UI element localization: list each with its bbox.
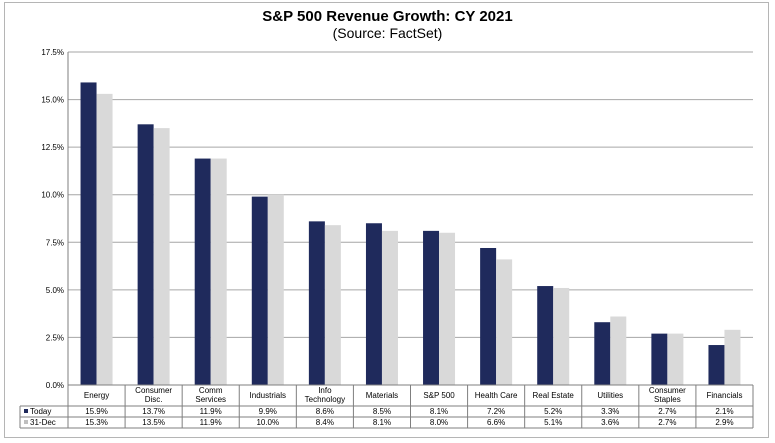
bar-31-dec — [381, 230, 398, 385]
data-table-value: 13.7% — [142, 407, 165, 416]
category-label: Technology — [305, 395, 345, 404]
bar-31-dec — [267, 194, 284, 385]
data-table-value: 10.0% — [256, 418, 279, 427]
category-label: Staples — [654, 395, 681, 404]
category-label: Comm — [199, 386, 223, 395]
legend-key-31-dec — [24, 420, 28, 424]
bar-today — [594, 322, 611, 385]
bar-today — [480, 247, 497, 385]
legend-label: 31-Dec — [30, 418, 56, 427]
data-table-value: 11.9% — [200, 407, 222, 416]
category-label: Financials — [706, 391, 742, 400]
chart-subtitle: (Source: FactSet) — [332, 25, 443, 41]
data-table-value: 2.7% — [658, 418, 676, 427]
data-table-value: 15.3% — [85, 418, 108, 427]
bar-today — [194, 158, 211, 385]
data-table-value: 8.0% — [430, 418, 448, 427]
bar-today — [423, 230, 440, 385]
bar-31-dec — [496, 259, 513, 385]
data-table-value: 15.9% — [85, 407, 108, 416]
bar-today — [708, 345, 725, 385]
data-table-value: 3.6% — [601, 418, 619, 427]
data-table-value: 2.7% — [658, 407, 676, 416]
gridlines — [68, 51, 753, 338]
data-table-value: 6.6% — [487, 418, 505, 427]
bar-today — [308, 221, 325, 385]
bar-31-dec — [610, 316, 627, 385]
category-label: Energy — [84, 391, 109, 400]
category-label: Consumer — [649, 386, 686, 395]
y-tick-label: 15.0% — [41, 96, 64, 105]
bar-31-dec — [153, 128, 170, 385]
data-table-value: 5.1% — [544, 418, 562, 427]
bar-31-dec — [667, 333, 684, 385]
chart-title: S&P 500 Revenue Growth: CY 2021 — [262, 8, 513, 25]
chart-frame — [4, 2, 769, 438]
bar-today — [251, 196, 268, 385]
bars — [80, 82, 741, 386]
data-table-value: 8.1% — [430, 407, 448, 416]
y-tick-label: 17.5% — [41, 48, 64, 57]
data-table-value: 8.5% — [373, 407, 391, 416]
y-tick-label: 12.5% — [41, 143, 64, 152]
bar-today — [365, 223, 382, 385]
bar-31-dec — [324, 225, 341, 385]
data-table-value: 2.9% — [715, 418, 733, 427]
data-table-value: 9.9% — [259, 407, 277, 416]
data-table-value: 3.3% — [601, 407, 619, 416]
category-label: Real Estate — [533, 391, 575, 400]
data-table-value: 5.2% — [544, 407, 562, 416]
category-label: S&P 500 — [423, 391, 455, 400]
bar-today — [537, 286, 554, 385]
y-tick-label: 5.0% — [46, 286, 64, 295]
bar-31-dec — [210, 158, 227, 385]
bar-today — [651, 333, 668, 385]
bar-31-dec — [96, 93, 113, 385]
bar-31-dec — [439, 232, 456, 385]
category-label: Disc. — [145, 395, 163, 404]
category-label: Services — [195, 395, 226, 404]
category-label: Consumer — [135, 386, 172, 395]
category-label: Health Care — [475, 391, 518, 400]
category-label: Info — [318, 386, 332, 395]
bar-today — [80, 82, 97, 386]
data-table-value: 8.6% — [316, 407, 334, 416]
category-label: Industrials — [250, 391, 286, 400]
y-tick-label: 10.0% — [41, 191, 64, 200]
category-label: Utilities — [597, 391, 623, 400]
legend-label: Today — [30, 407, 51, 416]
legend-key-today — [24, 409, 28, 413]
bar-today — [137, 124, 154, 386]
bar-31-dec — [724, 329, 741, 385]
bar-31-dec — [553, 287, 570, 385]
data-table-value: 8.1% — [373, 418, 391, 427]
data-table-value: 7.2% — [487, 407, 505, 416]
data-table-value: 13.5% — [142, 418, 165, 427]
y-tick-label: 0.0% — [46, 381, 64, 390]
y-tick-label: 2.5% — [46, 333, 64, 342]
data-table-value: 8.4% — [316, 418, 334, 427]
category-label: Materials — [366, 391, 398, 400]
data-table-value: 2.1% — [715, 407, 733, 416]
y-tick-label: 7.5% — [46, 238, 64, 247]
data-table-value: 11.9% — [200, 418, 222, 427]
axes: 0.0% 2.5% 5.0% 7.5% 10.0% 12.5% 15.0% 17.5% — [41, 48, 69, 390]
